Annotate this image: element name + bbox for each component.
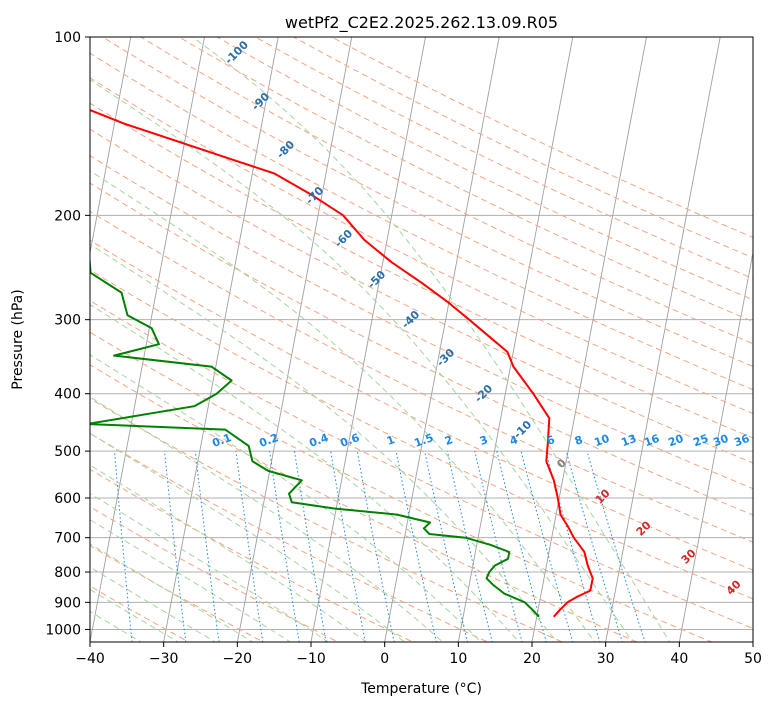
x-tick-label: −20 [223,651,253,667]
x-tick-label: −40 [75,651,105,667]
y-tick-label: 100 [54,30,81,46]
y-tick-label: 200 [54,208,81,224]
y-tick-label: 500 [54,444,81,460]
x-tick-label: 30 [597,651,615,667]
x-tick-label: −10 [296,651,326,667]
y-axis-label: Pressure (hPa) [10,289,26,389]
x-tick-label: 0 [380,651,389,667]
y-tick-label: 900 [54,595,81,611]
chart-title: wetPf2_C2E2.2025.262.13.09.R05 [285,13,558,33]
y-tick-label: 400 [54,387,81,403]
x-tick-label: 20 [523,651,541,667]
x-tick-label: 10 [449,651,467,667]
x-tick-label: −30 [149,651,179,667]
y-tick-label: 600 [54,491,81,507]
x-tick-label: 50 [744,651,762,667]
y-tick-label: 800 [54,565,81,581]
y-tick-label: 700 [54,531,81,547]
x-axis-label: Temperature (°C) [360,681,482,697]
x-tick-label: 40 [670,651,688,667]
y-tick-label: 300 [54,313,81,329]
y-tick-label: 1000 [45,622,81,638]
